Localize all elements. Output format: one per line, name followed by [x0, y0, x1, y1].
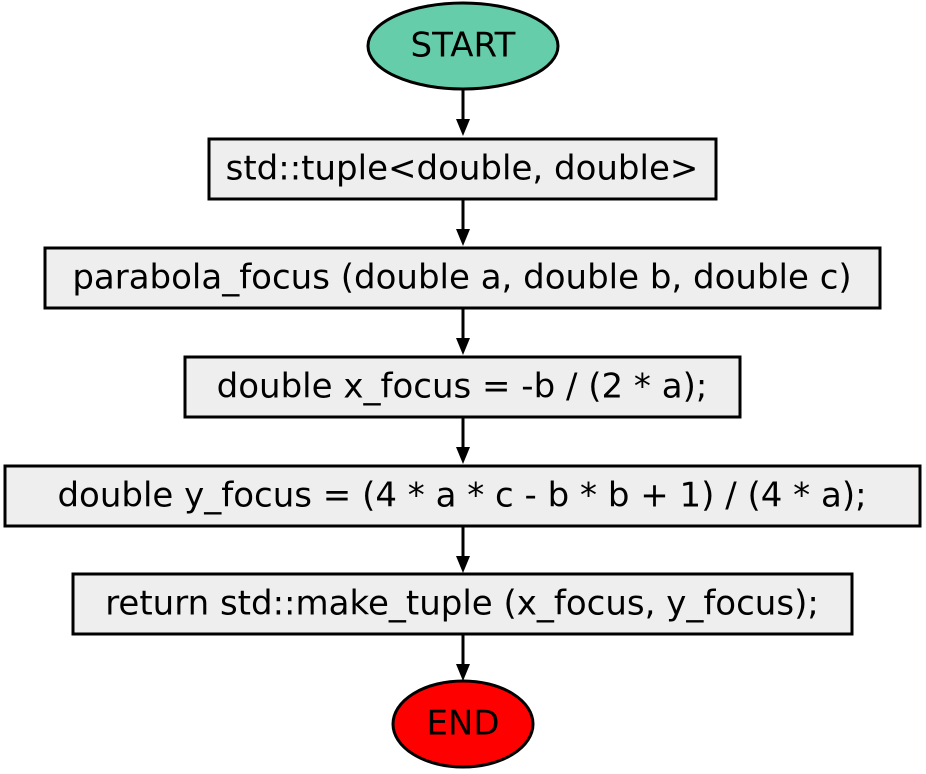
- arrowhead-icon: [456, 556, 470, 573]
- process-box-rect: [183, 355, 742, 419]
- process-box-label: std::tuple<double, double>: [226, 149, 699, 189]
- edge-start-to-step-1: [456, 89, 470, 136]
- edge-step-2-to-step-3: [456, 308, 470, 355]
- process-box-label: parabola_focus (double a, double b, doub…: [72, 258, 851, 298]
- start-label: START: [411, 26, 516, 66]
- end-label: END: [426, 704, 499, 744]
- process-box-return-type: std::tuple<double, double>: [207, 137, 718, 201]
- edge-step-1-to-step-2: [456, 199, 470, 246]
- edge-step-3-to-step-4: [456, 417, 470, 464]
- edge-step-4-to-step-5: [456, 526, 470, 573]
- process-box-label: return std::make_tuple (x_focus, y_focus…: [105, 584, 819, 624]
- process-box-y-focus: double y_focus = (4 * a * c - b * b + 1)…: [3, 464, 922, 528]
- end-ellipse: [391, 679, 535, 769]
- process-box-label: double y_focus = (4 * a * c - b * b + 1)…: [57, 476, 866, 516]
- edge-step-5-to-end: [456, 634, 470, 681]
- process-box-return: return std::make_tuple (x_focus, y_focus…: [71, 572, 854, 636]
- arrowhead-icon: [456, 229, 470, 246]
- process-box-rect: [207, 137, 718, 201]
- arrowhead-icon: [456, 338, 470, 355]
- process-box-rect: [71, 572, 854, 636]
- start-node: START: [366, 1, 560, 91]
- arrowhead-icon: [456, 664, 470, 681]
- end-node: END: [391, 679, 535, 769]
- process-box-signature: parabola_focus (double a, double b, doub…: [43, 246, 882, 310]
- process-box-label: double x_focus = -b / (2 * a);: [217, 367, 708, 407]
- arrowhead-icon: [456, 447, 470, 464]
- arrowhead-icon: [456, 119, 470, 136]
- process-box-x-focus: double x_focus = -b / (2 * a);: [183, 355, 742, 419]
